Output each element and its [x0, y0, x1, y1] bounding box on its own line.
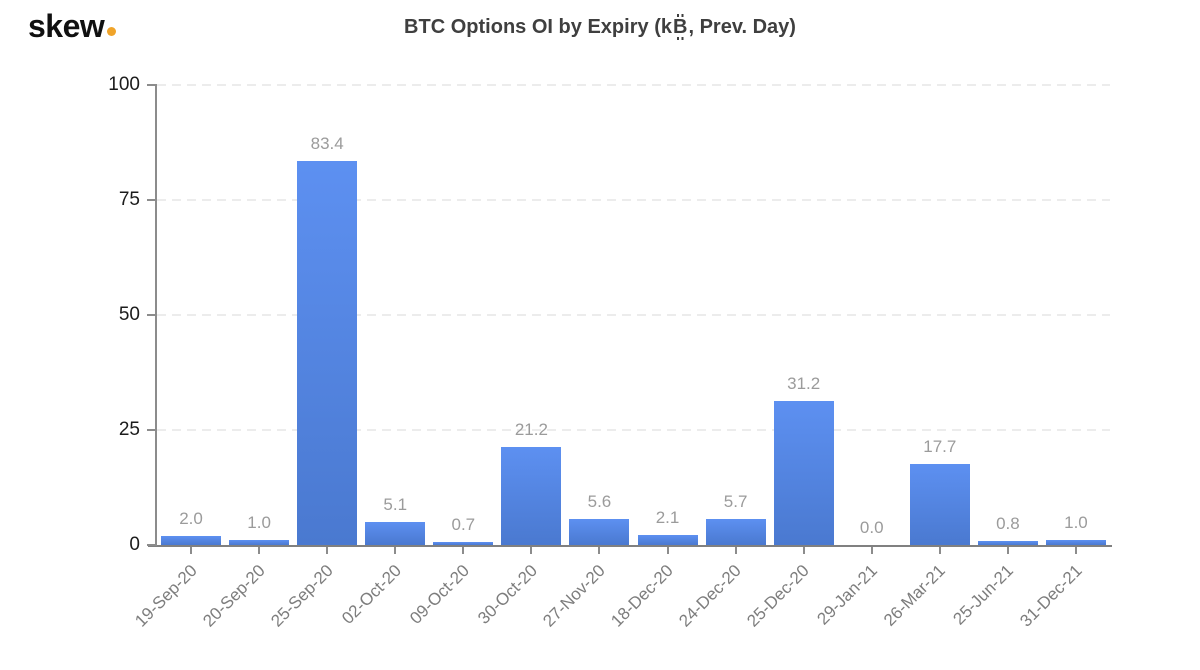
bar-value-label: 83.4 — [310, 134, 344, 154]
bar — [365, 521, 426, 545]
y-tick-label: 75 — [118, 189, 140, 210]
x-tick — [190, 547, 193, 554]
bitcoin-symbol: B — [672, 14, 688, 40]
y-tick-50 — [147, 314, 157, 316]
gridline-75 — [157, 199, 1110, 201]
x-tick — [530, 547, 533, 554]
bar-value-label: 2.1 — [655, 508, 680, 528]
x-tick — [870, 547, 873, 554]
y-tick-label: 0 — [129, 534, 140, 555]
y-tick-100 — [147, 84, 157, 86]
bar — [773, 401, 834, 545]
bar-value-label: 5.6 — [587, 492, 612, 512]
bar-value-label: 2.0 — [179, 508, 203, 528]
y-tick-label: 50 — [118, 304, 140, 325]
x-tick — [258, 547, 261, 554]
bar-value-label: 0.0 — [859, 518, 884, 537]
x-axis-label: 26-Mar-21 — [880, 561, 950, 630]
bar — [161, 535, 222, 545]
bar — [569, 519, 630, 545]
bar — [229, 540, 290, 545]
x-axis-label: 25-Sep-20 — [267, 561, 337, 631]
y-tick-label: 25 — [118, 419, 140, 440]
x-tick — [1074, 547, 1077, 554]
x-tick — [802, 547, 805, 554]
bar-value-label: 5.1 — [383, 494, 408, 514]
x-axis-line — [148, 545, 1112, 547]
plot-area: 0 25 50 75 100 2.0 19-Sep-20 1.0 20-Sep-20 83.4 25… — [108, 75, 1112, 631]
y-tick-25 — [147, 429, 157, 431]
x-axis-label: 24-Dec-20 — [675, 561, 746, 631]
bar — [501, 447, 562, 545]
skew-logo-text: skew — [28, 8, 105, 44]
logo-dot — [107, 27, 117, 36]
bar — [1045, 540, 1106, 545]
x-tick — [1006, 547, 1009, 554]
gridline-25 — [157, 429, 1110, 431]
bar — [637, 535, 698, 545]
bar — [977, 541, 1038, 545]
x-tick — [598, 547, 601, 554]
x-tick — [938, 547, 941, 554]
bar-value-label: 21.2 — [514, 420, 548, 440]
x-tick — [394, 547, 397, 554]
bar — [705, 518, 766, 545]
bar-value-label: 5.7 — [723, 491, 748, 511]
bar-value-label: 0.7 — [451, 514, 476, 534]
bar-value-label: 1.0 — [247, 513, 271, 533]
x-axis-label: 18-Dec-20 — [607, 561, 677, 631]
y-tick-label: 100 — [108, 74, 140, 95]
x-axis-label: 25-Dec-20 — [743, 561, 814, 631]
bar — [909, 463, 970, 545]
gridline-100 — [157, 84, 1110, 86]
bar-value-label: 1.0 — [1064, 513, 1088, 533]
x-axis-label: 30-Oct-20 — [473, 561, 541, 628]
x-tick — [462, 547, 465, 554]
chart-title: BTC Options OI by Expiry (kB, Prev. Day) — [404, 14, 796, 40]
bar-value-label: 0.8 — [996, 514, 1020, 534]
gridline-50 — [157, 314, 1110, 316]
x-axis-label: 27-Nov-20 — [539, 561, 609, 631]
bar-value-label: 31.2 — [787, 374, 821, 394]
x-axis-label: 25-Jun-21 — [949, 561, 1018, 629]
bar — [433, 541, 494, 545]
x-tick — [326, 547, 329, 554]
x-axis-label: 31-Dec-21 — [1015, 561, 1086, 631]
x-axis-label: 29-Jan-21 — [813, 561, 882, 629]
x-tick — [666, 547, 669, 554]
skew-logo[interactable]: skew — [28, 8, 117, 45]
x-axis-label: 20-Sep-20 — [198, 561, 269, 631]
x-tick — [734, 547, 737, 554]
x-axis-label: 02-Oct-20 — [337, 561, 405, 628]
x-axis-label: 09-Oct-20 — [405, 561, 473, 628]
bar — [297, 161, 358, 545]
y-tick-0 — [147, 544, 157, 546]
bar-value-label: 17.7 — [923, 436, 957, 456]
y-tick-75 — [147, 199, 157, 201]
x-axis-label: 19-Sep-20 — [130, 561, 201, 631]
